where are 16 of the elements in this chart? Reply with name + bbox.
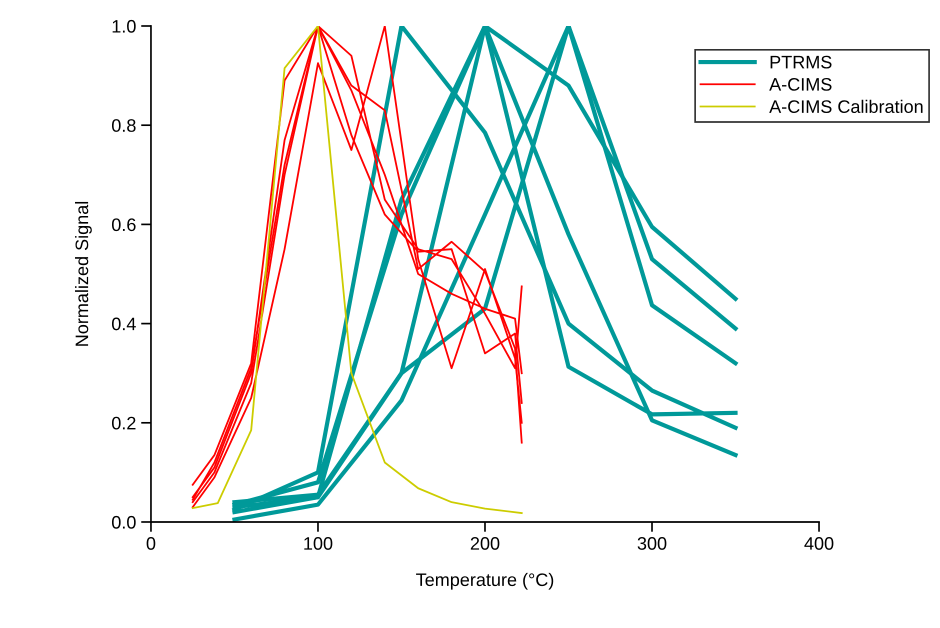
y-tick-label: 0.6	[112, 218, 136, 232]
legend-label: A-CIMS Calibration	[769, 100, 923, 114]
x-tick-label: 400	[804, 537, 834, 550]
x-tick-label: 100	[304, 537, 332, 550]
x-axis-title: Temperature (°C)	[416, 572, 554, 590]
y-axis-title: Normalized Signal	[75, 202, 92, 346]
x-tick-label: 300	[638, 537, 666, 550]
y-tick-label: 0.0	[112, 516, 136, 529]
x-tick-label: 0	[146, 537, 156, 550]
legend-label: A-CIMS	[769, 78, 832, 91]
x-tick-label: 200	[470, 537, 500, 550]
legend-label: PTRMS	[770, 56, 832, 69]
y-tick-label: 0.8	[112, 119, 136, 132]
y-tick-label: 1.0	[112, 20, 136, 33]
y-tick-label: 0.2	[112, 416, 136, 430]
y-tick-label: 0.4	[112, 318, 136, 330]
